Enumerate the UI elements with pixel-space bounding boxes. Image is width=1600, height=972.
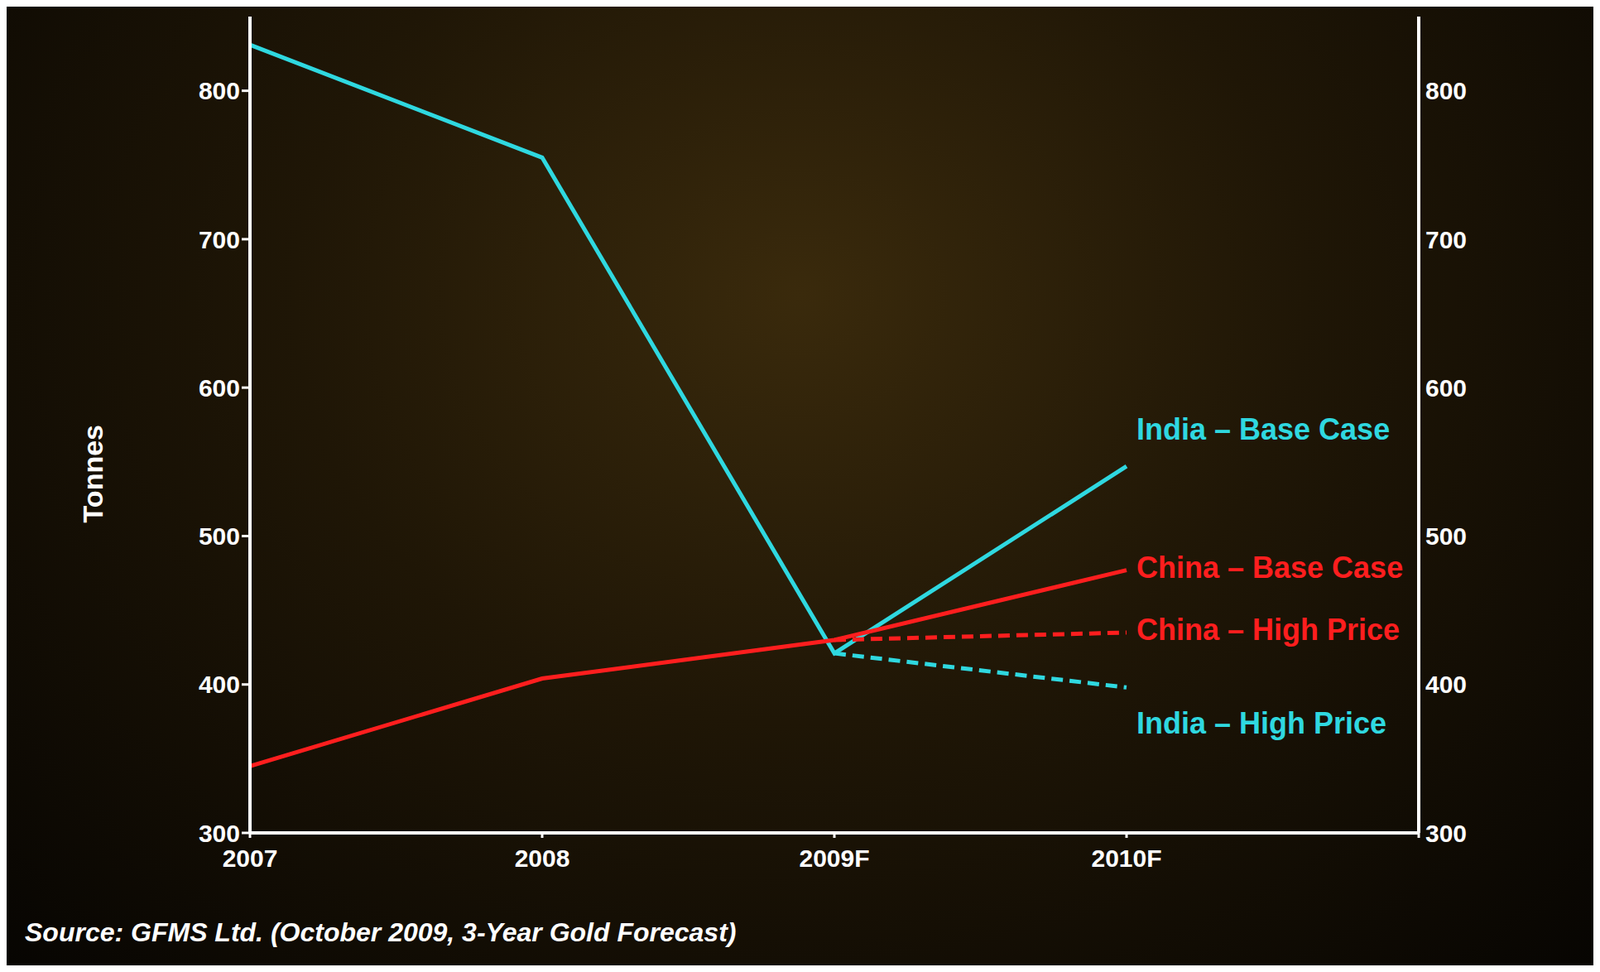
- svg-text:700: 700: [1425, 225, 1467, 254]
- svg-text:600: 600: [1425, 374, 1467, 402]
- svg-text:2009F: 2009F: [798, 844, 870, 872]
- svg-text:2010F: 2010F: [1090, 844, 1162, 872]
- svg-text:400: 400: [1425, 670, 1467, 698]
- svg-text:China – High Price: China – High Price: [1136, 612, 1400, 647]
- svg-text:2008: 2008: [514, 844, 571, 872]
- html-text:Source: GFMS Ltd. (October 200: Source: GFMS Ltd. (October 2009, 3-Year …: [24, 917, 737, 947]
- svg-text:India – Base Case: India – Base Case: [1136, 412, 1390, 447]
- svg-text:700: 700: [198, 225, 241, 254]
- svg-text:400: 400: [198, 670, 241, 698]
- svg-text:300: 300: [198, 819, 241, 847]
- svg-text:2007: 2007: [222, 844, 279, 872]
- svg-text:India – High Price: India – High Price: [1136, 706, 1387, 740]
- svg-text:600: 600: [198, 374, 241, 402]
- svg-text:800: 800: [1425, 76, 1467, 105]
- svg-text:500: 500: [198, 522, 241, 550]
- svg-text:800: 800: [198, 76, 241, 105]
- svg-text:Tonnes: Tonnes: [76, 424, 109, 523]
- svg-text:China – Base Case: China – Base Case: [1136, 550, 1404, 585]
- svg-text:500: 500: [1425, 522, 1467, 550]
- svg-text:300: 300: [1425, 819, 1467, 847]
